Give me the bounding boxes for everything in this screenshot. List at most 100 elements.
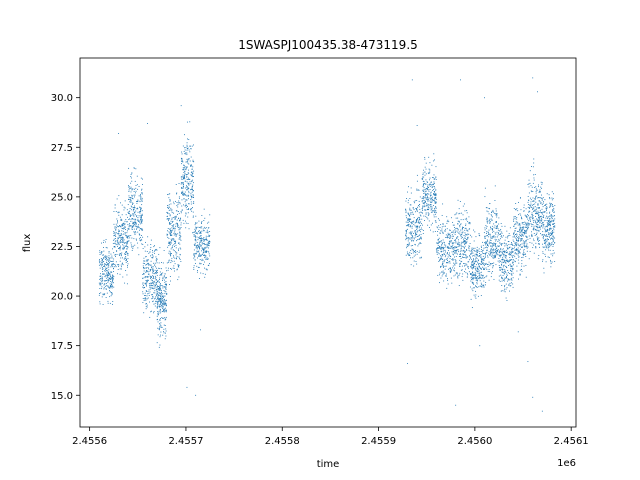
- data-point: [441, 247, 443, 249]
- data-point: [473, 240, 475, 242]
- data-point: [493, 227, 495, 229]
- data-point: [405, 230, 407, 232]
- data-point: [428, 204, 430, 206]
- data-point: [432, 185, 434, 187]
- data-point: [126, 232, 128, 234]
- data-point: [439, 245, 440, 247]
- data-point: [513, 217, 515, 219]
- data-point: [110, 260, 111, 262]
- data-point: [486, 227, 487, 229]
- data-point: [179, 219, 180, 221]
- data-point: [551, 219, 553, 221]
- data-point: [510, 285, 512, 287]
- data-point: [188, 149, 190, 151]
- data-point: [544, 199, 546, 201]
- data-point: [194, 228, 196, 230]
- data-point: [538, 212, 539, 214]
- data-point: [529, 207, 530, 209]
- data-point: [467, 221, 469, 223]
- data-point: [463, 240, 465, 242]
- data-point: [103, 258, 105, 260]
- data-point: [483, 267, 485, 269]
- data-point: [539, 222, 541, 224]
- data-point: [502, 248, 504, 250]
- data-point: [467, 238, 469, 240]
- data-point: [105, 239, 107, 241]
- data-point: [162, 272, 164, 274]
- data-point: [458, 221, 460, 223]
- data-point: [205, 238, 207, 240]
- data-point: [512, 277, 514, 279]
- data-point: [205, 251, 207, 253]
- data-point: [200, 238, 202, 240]
- data-point: [461, 212, 463, 214]
- data-point: [159, 304, 161, 306]
- data-point: [131, 188, 133, 190]
- data-point: [102, 280, 104, 282]
- data-point: [480, 271, 482, 273]
- data-point: [538, 240, 540, 241]
- data-point: [184, 175, 185, 176]
- data-point: [430, 204, 432, 206]
- data-point: [176, 219, 178, 221]
- data-point: [117, 222, 119, 224]
- data-point: [203, 240, 205, 242]
- data-point: [544, 242, 545, 244]
- data-point: [111, 264, 113, 266]
- data-point: [507, 248, 508, 249]
- data-point: [132, 221, 134, 223]
- data-point: [496, 236, 498, 238]
- data-point: [495, 214, 497, 216]
- data-point: [162, 306, 164, 308]
- data-point: [449, 229, 450, 231]
- data-point: [545, 249, 547, 251]
- data-point: [518, 223, 520, 225]
- data-point: [462, 279, 464, 281]
- data-point: [418, 212, 420, 214]
- data-point: [147, 270, 149, 272]
- data-point: [191, 175, 193, 177]
- data-point: [102, 273, 104, 275]
- data-point: [99, 250, 101, 252]
- data-point: [416, 174, 418, 176]
- data-point: [517, 230, 519, 232]
- data-point: [484, 247, 486, 249]
- data-point: [457, 229, 459, 231]
- data-point: [430, 229, 432, 231]
- plot-frame: [79, 57, 577, 428]
- data-point: [538, 218, 540, 220]
- data-point: [407, 224, 409, 226]
- data-point: [436, 226, 438, 228]
- data-point: [435, 193, 437, 195]
- data-point: [145, 290, 147, 291]
- data-point: [156, 315, 158, 317]
- data-point: [510, 278, 512, 280]
- data-point: [132, 203, 134, 204]
- data-point: [486, 235, 488, 237]
- data-point: [129, 214, 131, 216]
- data-point: [463, 235, 465, 236]
- data-point: [122, 241, 124, 243]
- data-point: [466, 217, 468, 219]
- data-point: [415, 226, 417, 228]
- data-point: [155, 279, 157, 281]
- data-point: [535, 222, 537, 224]
- data-point: [446, 253, 448, 255]
- data-point: [181, 176, 182, 178]
- data-point: [187, 147, 189, 149]
- data-point: [433, 194, 435, 196]
- data-point: [119, 247, 121, 248]
- data-point: [476, 267, 478, 269]
- data-point: [464, 264, 466, 266]
- data-point: [501, 232, 503, 234]
- data-point: [479, 252, 480, 254]
- data-point: [491, 252, 492, 254]
- data-point: [159, 274, 161, 276]
- data-point: [176, 258, 177, 260]
- data-point: [485, 241, 487, 243]
- data-point: [426, 198, 428, 200]
- data-point: [443, 260, 445, 262]
- data-point: [124, 200, 126, 202]
- data-point: [501, 244, 502, 246]
- data-point: [432, 177, 434, 179]
